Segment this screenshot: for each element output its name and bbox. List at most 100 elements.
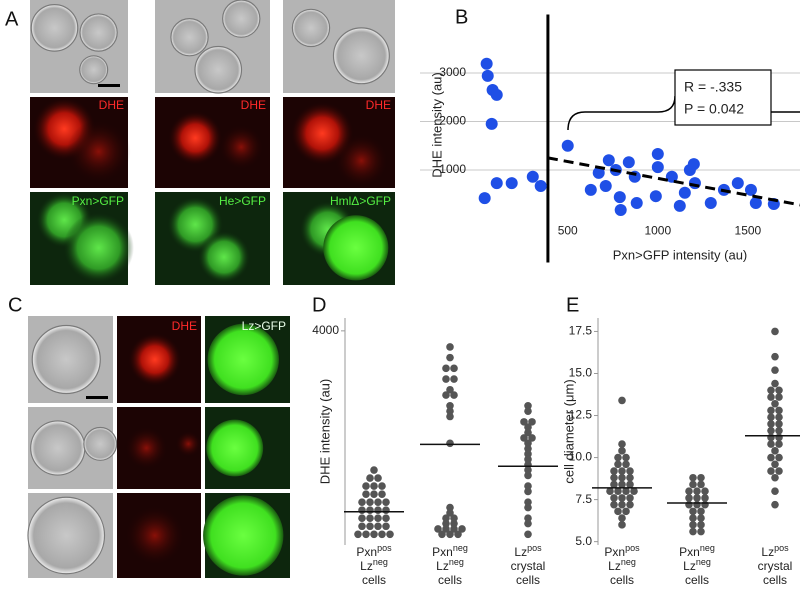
dot [524, 482, 532, 490]
y-tick-label: 5.0 [575, 534, 592, 548]
scale-bar [98, 84, 120, 87]
dot [685, 494, 693, 502]
dot [767, 426, 775, 435]
dot [454, 530, 462, 539]
dot [767, 453, 775, 462]
dot [366, 514, 374, 523]
category-sup: neg [449, 557, 464, 567]
dot [442, 519, 450, 528]
dot [438, 530, 446, 539]
dot [701, 487, 709, 495]
y-tick-label: 2000 [439, 114, 466, 128]
dot [775, 393, 783, 401]
point [651, 147, 664, 160]
cell [206, 419, 264, 477]
category-text: Lz [436, 559, 449, 573]
category-text: cells [763, 573, 787, 587]
category-label: cells [685, 573, 709, 587]
dot [701, 494, 709, 502]
dot [442, 375, 450, 383]
category-text: cells [685, 573, 709, 587]
dot [618, 396, 626, 405]
dot [528, 434, 536, 442]
dot [618, 521, 626, 529]
x-tick-label: 1500 [735, 224, 762, 238]
dot [618, 494, 626, 502]
point [602, 154, 615, 167]
dot [382, 522, 390, 531]
dot [775, 386, 783, 395]
cell [27, 496, 106, 575]
dot [366, 522, 374, 531]
cell [79, 55, 109, 85]
point [651, 161, 664, 174]
category-label: crystal [758, 559, 793, 573]
dot [689, 480, 697, 489]
point [744, 183, 757, 196]
category-sup: neg [696, 557, 711, 567]
category-label: Pxnneg [679, 543, 715, 559]
category-text: crystal [511, 559, 546, 573]
cell [79, 13, 118, 52]
dot [524, 530, 532, 539]
category-label: Lzneg [360, 557, 388, 573]
category-sup: neg [700, 543, 715, 553]
dot [374, 506, 382, 515]
dot [524, 514, 532, 523]
point [749, 196, 762, 209]
dot [450, 364, 458, 373]
dot [618, 500, 626, 509]
dot [618, 467, 626, 475]
dot [689, 521, 697, 529]
dot [446, 385, 454, 394]
dot [446, 530, 454, 539]
annotation: R = -.335 [684, 79, 742, 95]
dot [767, 433, 775, 442]
dot [618, 480, 626, 489]
category-label: crystal [511, 559, 546, 573]
cell [66, 119, 131, 184]
category-sup: neg [373, 557, 388, 567]
category-label: Lzneg [683, 557, 711, 573]
dot [697, 521, 705, 529]
dot [524, 402, 532, 410]
trend-line [547, 156, 800, 207]
cell [167, 110, 223, 166]
dot [358, 506, 366, 515]
dot [442, 391, 450, 399]
point [731, 177, 744, 190]
panel-label: C [8, 294, 22, 316]
point [622, 156, 635, 169]
category-label: Lzneg [436, 557, 464, 573]
dot [520, 418, 528, 426]
category-text: Pxn [604, 545, 625, 559]
dot [771, 447, 779, 455]
cell [83, 426, 118, 461]
dot [775, 467, 783, 475]
category-text: Lz [608, 559, 621, 573]
cell [203, 495, 284, 576]
dot [775, 453, 783, 462]
category-label: Pxnneg [432, 543, 468, 559]
dot [767, 393, 775, 401]
point [630, 196, 643, 209]
dot [767, 386, 775, 395]
cell [334, 133, 389, 188]
point [678, 186, 691, 199]
dot [689, 527, 697, 536]
dot [370, 490, 378, 498]
reporter-label: Pxn>GFP [72, 194, 124, 208]
dot [771, 327, 779, 336]
dot [618, 447, 626, 455]
dot [524, 450, 532, 458]
point [481, 69, 494, 82]
dot [618, 514, 626, 522]
dot [524, 455, 532, 464]
cell [332, 27, 390, 85]
dot [374, 474, 382, 482]
category-label: cells [610, 573, 634, 587]
dot [618, 473, 626, 482]
dot [693, 500, 701, 509]
dot [626, 500, 634, 509]
category-text: cells [438, 573, 462, 587]
